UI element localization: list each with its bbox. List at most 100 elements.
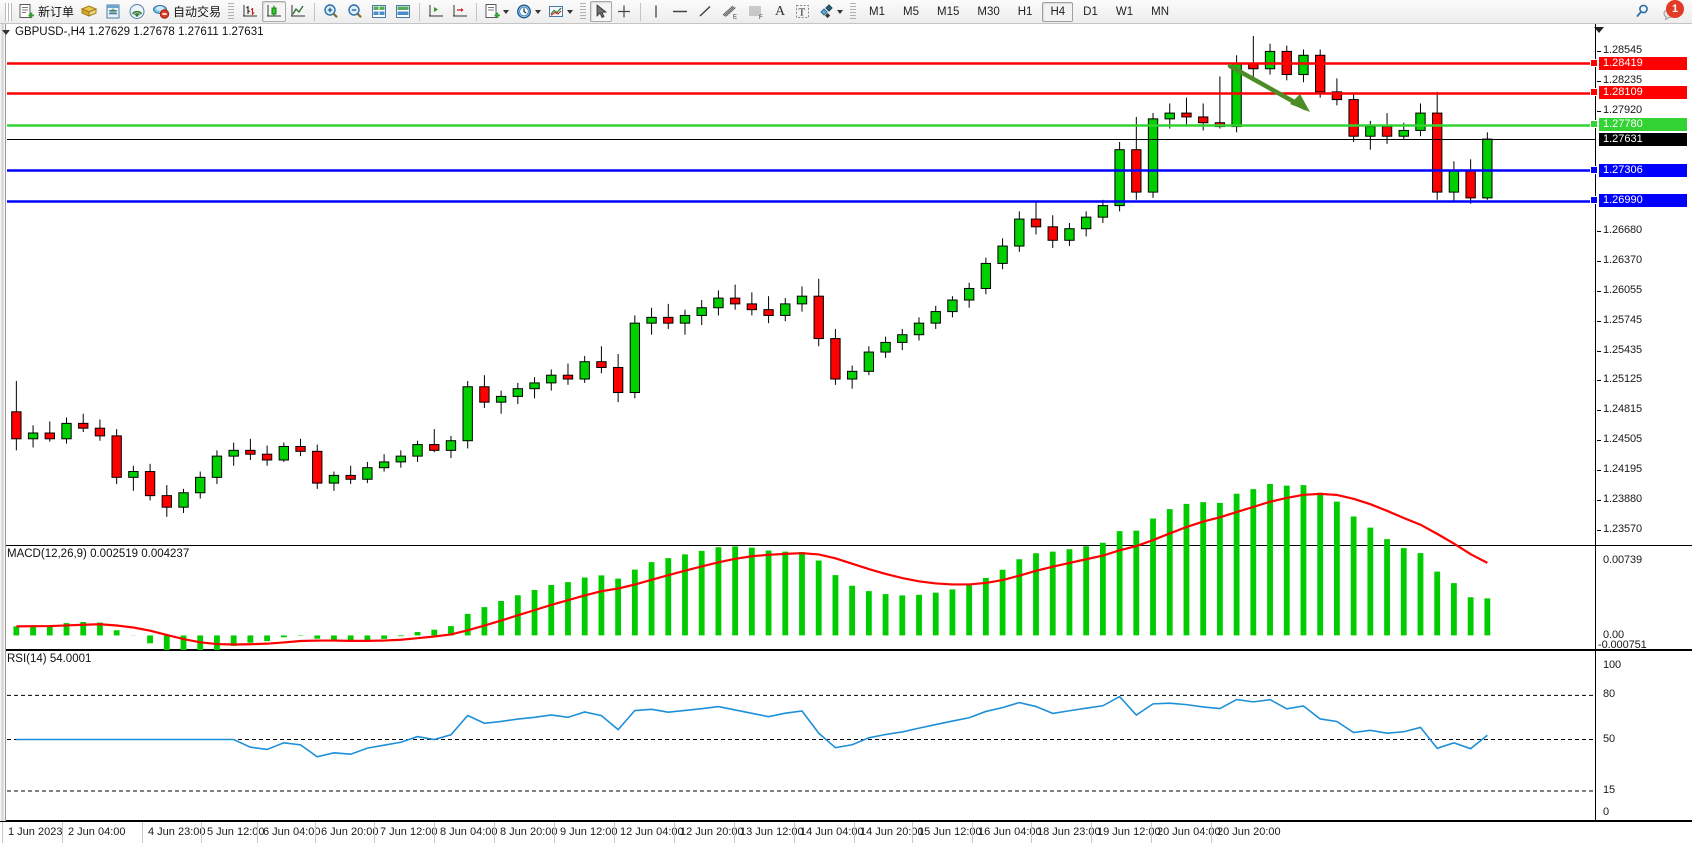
timeframe-button-d1[interactable]: D1 (1083, 5, 1098, 18)
candle-body (1147, 118, 1159, 193)
timeframe-button-m30[interactable]: M30 (977, 5, 1000, 18)
vertical-line-button[interactable] (645, 1, 667, 22)
candle-body (713, 297, 724, 309)
time-axis-separator (794, 822, 795, 843)
candle-body (11, 411, 22, 440)
autotrading-button[interactable]: 自动交易 (149, 1, 224, 22)
price-axis-label: 1.23880 (1603, 493, 1643, 506)
indicators-button[interactable] (481, 1, 512, 22)
data-window-button[interactable] (101, 1, 125, 22)
timeframe-button-m1[interactable]: M1 (869, 5, 886, 18)
price-axis-tick (1597, 321, 1601, 322)
search-button[interactable] (1630, 1, 1654, 22)
period-dropdown-caret[interactable] (535, 9, 542, 14)
chart-container[interactable]: GBPUSD-,H4 1.27629 1.27678 1.27611 1.276… (0, 24, 1692, 843)
price-pane-scrollbar[interactable] (0, 24, 6, 545)
toolbar-separator-dots-2[interactable] (580, 2, 587, 21)
templates-button[interactable] (544, 1, 576, 22)
toolbar-separator-2 (419, 2, 421, 21)
price-tag-resistance-upper[interactable]: 1.28419 (1590, 56, 1687, 70)
cursor-button[interactable] (590, 1, 613, 22)
equidistant-channel-button[interactable]: E (717, 1, 743, 22)
alerts-button[interactable]: 1 (1658, 0, 1684, 22)
candle-body (44, 432, 55, 440)
auto-scroll-icon (453, 5, 468, 17)
macd-signal-line (16, 492, 1488, 646)
zoom-in-button[interactable] (319, 1, 343, 22)
macd-pane-scrollbar[interactable] (0, 545, 6, 650)
candle-body (1331, 91, 1343, 101)
candlestick-chart-button[interactable] (262, 1, 287, 22)
market-watch-button[interactable] (391, 1, 415, 22)
chart-collapse-caret-icon[interactable] (1594, 27, 1604, 33)
auto-scroll-button[interactable] (448, 1, 472, 22)
timeframe-button-h4[interactable]: H4 (1042, 1, 1074, 22)
price-tag-support-upper[interactable]: 1.27306 (1590, 163, 1687, 177)
candle-body (763, 309, 774, 316)
main-toolbar: 新订单 (0, 0, 1692, 24)
price-axis-tick (1597, 291, 1601, 292)
timeframe-button-w1[interactable]: W1 (1115, 5, 1134, 18)
candle-body (1398, 129, 1409, 137)
candle-body (1432, 112, 1443, 193)
downtrend-arrow[interactable] (1227, 63, 1310, 112)
line-chart-button[interactable] (286, 1, 310, 22)
time-axis-label: 18 Jun 23:00 (1037, 826, 1101, 838)
candle-body (1097, 205, 1109, 218)
rsi-axis-label: 15 (1603, 783, 1616, 796)
text-button[interactable]: A (769, 1, 791, 22)
toolbar-grip[interactable] (5, 2, 12, 21)
price-tag-handle[interactable] (1590, 120, 1598, 129)
price-tag-handle[interactable] (1590, 165, 1598, 174)
price-tag-pivot-green[interactable]: 1.27780 (1590, 118, 1687, 132)
rsi-axis-label: 50 (1603, 732, 1616, 745)
rsi-axis-label: 80 (1603, 688, 1616, 701)
horizontal-line-button[interactable] (667, 1, 693, 22)
price-tag-handle[interactable] (1590, 196, 1598, 205)
rsi-pane-scrollbar[interactable] (0, 650, 6, 821)
macd-plot (13, 483, 1491, 655)
objects-button[interactable] (814, 1, 846, 22)
timeframe-button-m5[interactable]: M5 (903, 5, 919, 18)
timeframe-button-mn[interactable]: MN (1151, 5, 1169, 18)
price-tag-handle[interactable] (1590, 88, 1598, 97)
chart-shift-button[interactable] (424, 1, 448, 22)
price-axis-tick (1597, 440, 1601, 441)
objects-dropdown-caret[interactable] (837, 9, 844, 14)
signals-button[interactable] (125, 1, 149, 22)
price-tag-resistance-lower[interactable]: 1.28109 (1590, 86, 1687, 100)
indicators-dropdown-caret[interactable] (503, 9, 510, 14)
price-tag-last-price[interactable]: 1.27631 (1599, 132, 1687, 146)
macd-pane[interactable]: MACD(12,26,9) 0.002519 0.004237 0.00739 0… (0, 483, 1692, 655)
candle-body (997, 245, 1008, 264)
time-axis-separator (2, 822, 3, 843)
time-axis-separator (1151, 822, 1152, 843)
bar-chart-button[interactable] (238, 1, 262, 22)
zoom-out-button[interactable] (343, 1, 367, 22)
expert-advisor-button[interactable] (77, 1, 101, 22)
candle-body (863, 351, 875, 372)
price-tag-handle[interactable] (1590, 58, 1598, 67)
candle-body (1181, 112, 1192, 118)
templates-dropdown-caret[interactable] (567, 9, 574, 14)
fibonacci-button[interactable]: F (743, 1, 769, 22)
toolbar-separator-dots-3[interactable] (850, 2, 857, 21)
time-axis-separator (1091, 822, 1092, 843)
price-pane[interactable]: GBPUSD-,H4 1.27629 1.27678 1.27611 1.276… (0, 24, 1692, 545)
chart-header-caret-icon[interactable] (2, 29, 10, 35)
trendline-button[interactable] (693, 1, 717, 22)
rsi-pane[interactable]: RSI(14) 54.0001 100 80 50 15 0 (0, 650, 1692, 821)
new-order-button[interactable]: 新订单 (15, 1, 77, 22)
candle-body (746, 303, 758, 311)
text-label-button[interactable]: T (791, 1, 814, 22)
candle-body (696, 307, 707, 316)
price-axis-label: 1.26680 (1603, 223, 1643, 236)
data-window-grid-button[interactable] (367, 1, 391, 22)
price-tag-support-lower[interactable]: 1.26990 (1590, 194, 1687, 208)
timeframe-button-m15[interactable]: M15 (937, 5, 960, 18)
toolbar-separator-dots-1[interactable] (228, 2, 235, 21)
candle-body (178, 492, 189, 508)
crosshair-button[interactable] (612, 1, 636, 22)
period-button[interactable] (512, 1, 544, 22)
timeframe-button-h1[interactable]: H1 (1017, 5, 1033, 18)
